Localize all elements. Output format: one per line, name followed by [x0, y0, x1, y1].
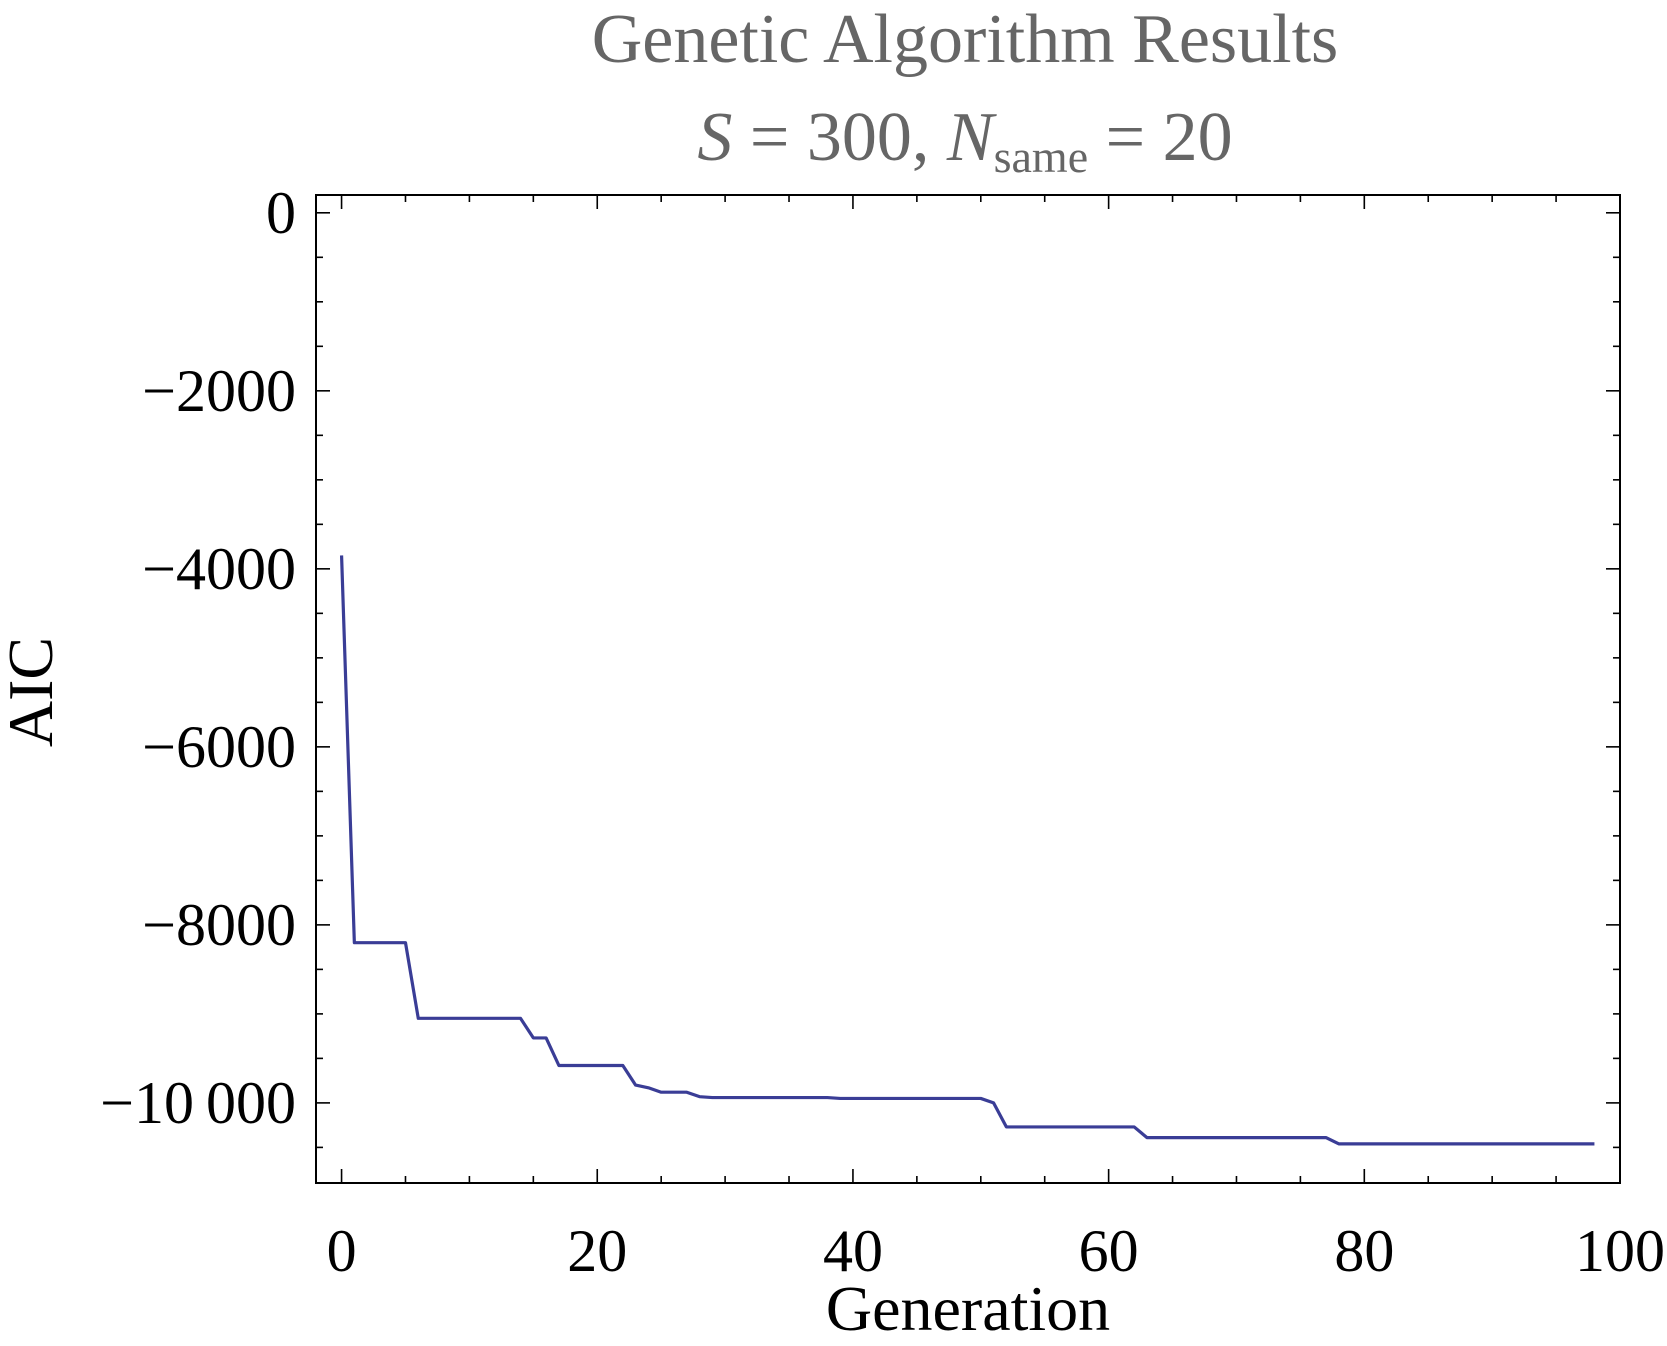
series-line-aic	[339, 555, 1595, 1146]
y-tick-label: −2000	[142, 358, 296, 424]
x-tick-label: 0	[327, 1218, 357, 1284]
x-tick-label: 60	[1079, 1218, 1139, 1284]
y-tick-label: −4000	[142, 536, 296, 602]
x-tick-label: 80	[1334, 1218, 1394, 1284]
chart-subtitle: S = 300, Nsame = 20	[697, 99, 1232, 182]
subtitle-n-symbol: N	[946, 99, 997, 176]
axis-ticks	[316, 195, 1621, 1183]
chart-title: Genetic Algorithm Results	[592, 1, 1339, 78]
y-tick-label: −10 000	[100, 1070, 296, 1136]
x-tick-label: 100	[1575, 1218, 1665, 1284]
y-tick-label: 0	[266, 180, 296, 246]
subtitle-s-value: = 300,	[732, 99, 946, 176]
subtitle-n-subscript: same	[994, 131, 1089, 182]
subtitle-s-symbol: S	[697, 99, 732, 176]
x-tick-label: 40	[823, 1218, 883, 1284]
subtitle-n-value: = 20	[1088, 99, 1232, 176]
tick-labels: 0 20 40 60 80 100 0 −2000 −4000 −6000 −8000 −10 000	[100, 180, 1665, 1284]
plot-frame	[315, 194, 1621, 1184]
x-tick-label: 20	[567, 1218, 627, 1284]
y-tick-label: −8000	[142, 892, 296, 958]
y-axis-label: AIC	[0, 637, 66, 747]
x-axis-label: Generation	[826, 1273, 1110, 1344]
y-tick-label: −6000	[142, 714, 296, 780]
